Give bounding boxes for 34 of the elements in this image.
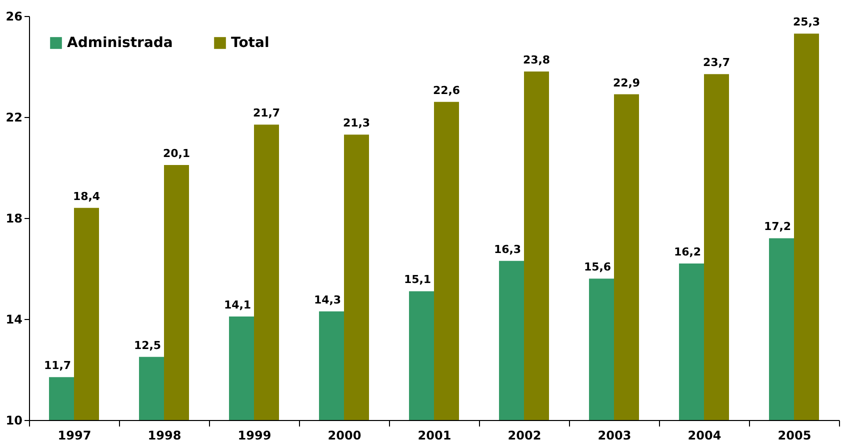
data-label: 18,4	[72, 190, 100, 203]
x-tick-label: 2005	[778, 428, 812, 442]
data-label: 11,7	[44, 359, 72, 372]
x-tick-label: 2002	[508, 428, 542, 442]
y-tick-label: 26	[6, 10, 22, 24]
data-label: 23,8	[522, 54, 550, 67]
data-label: 22,9	[612, 76, 640, 90]
data-label: 14,3	[314, 293, 342, 306]
data-label: 23,7	[702, 56, 730, 70]
x-tick-label: 1998	[148, 428, 182, 442]
data-label: 20,1	[162, 146, 190, 160]
data-label: 15,6	[584, 260, 612, 274]
data-label: 21,7	[252, 106, 280, 120]
legend-label: Total	[231, 35, 270, 51]
x-tick-label: 2003	[598, 428, 632, 442]
x-tick-label: 2000	[328, 428, 362, 442]
y-tick-label: 18	[6, 212, 22, 226]
x-tick-label: 2001	[418, 428, 452, 442]
data-label: 14,1	[224, 298, 252, 312]
x-tick-label: 1997	[58, 428, 92, 442]
data-label: 17,2	[764, 220, 792, 234]
data-label: 25,3	[792, 16, 820, 29]
data-label: 21,3	[342, 116, 370, 130]
y-tick-label: 14	[6, 312, 22, 326]
data-label: 16,3	[494, 242, 522, 256]
data-label: 22,6	[432, 84, 460, 97]
legend-label: Administrada	[67, 35, 173, 51]
data-label: 12,5	[134, 338, 162, 352]
x-tick-label: 2004	[688, 428, 722, 442]
y-tick-label: 10	[6, 414, 22, 428]
data-label: 15,1	[404, 273, 432, 286]
x-tick-label: 1999	[238, 428, 272, 442]
y-tick-label: 22	[6, 110, 22, 124]
data-label: 16,2	[674, 245, 702, 258]
